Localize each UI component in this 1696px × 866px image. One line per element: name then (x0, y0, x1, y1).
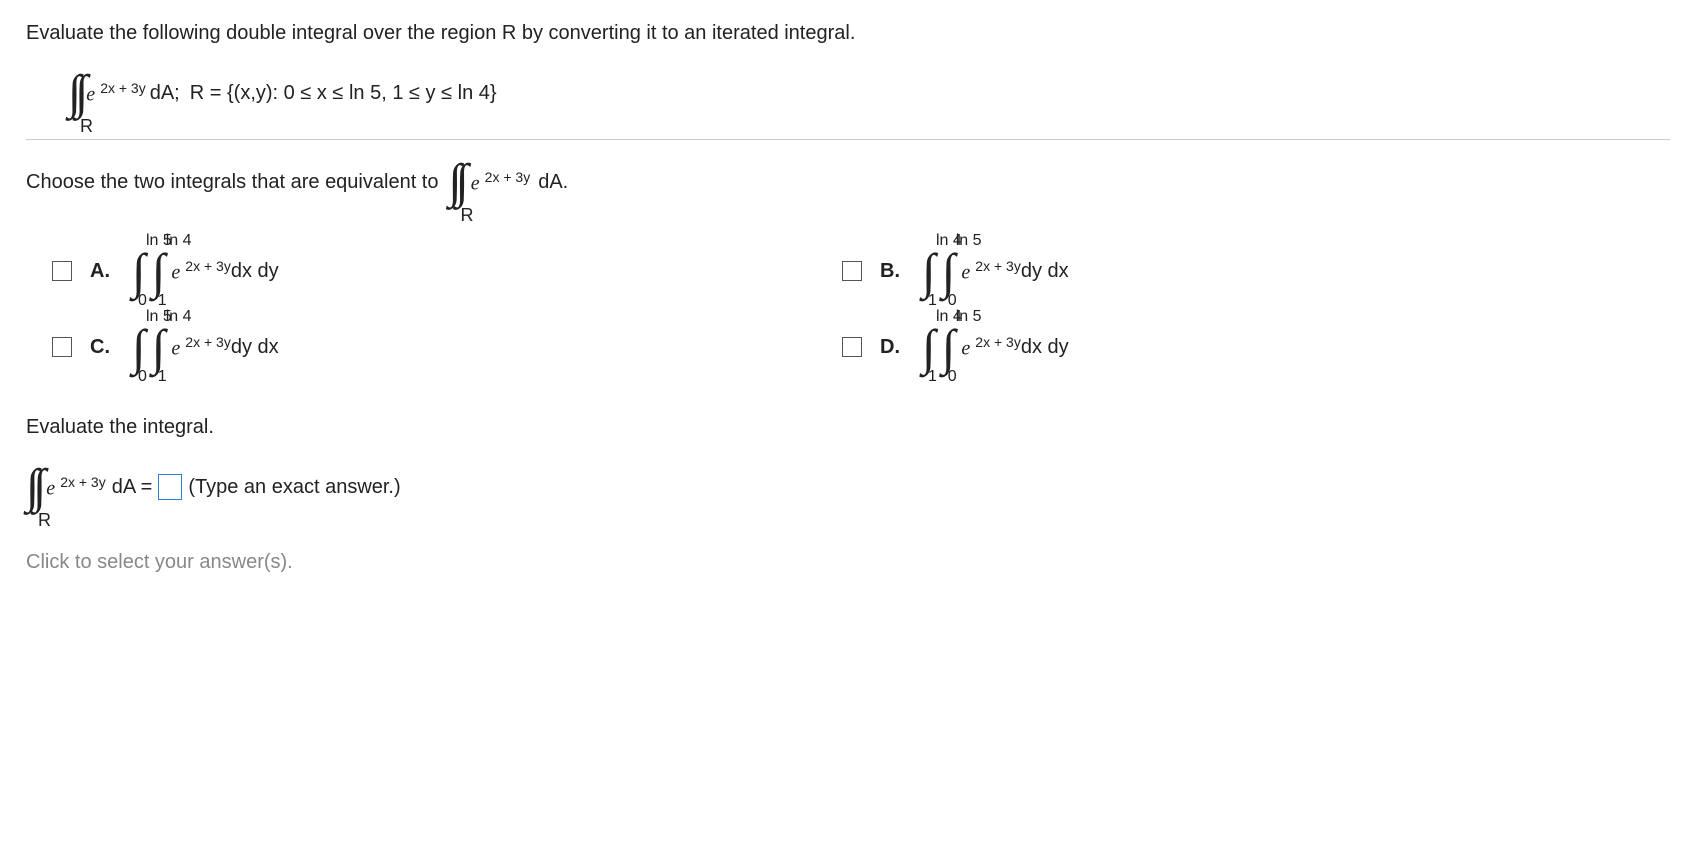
choice-label: B. (880, 260, 904, 283)
choice-c[interactable]: C. ∫ ln 5 0 ∫ ln 4 1 e 2x + 3y dy dx (52, 322, 782, 372)
checkbox-icon[interactable] (52, 261, 72, 281)
choice-label: D. (880, 336, 904, 359)
choice-integral: ∫ ln 4 1 ∫ ln 5 0 e 2x + 3y dx dy (922, 322, 1069, 372)
choice-integral: ∫ ln 5 0 ∫ ln 4 1 e 2x + 3y dx dy (132, 246, 279, 296)
choice-label: C. (90, 336, 114, 359)
evaluate-label: Evaluate the integral. (26, 416, 1670, 439)
answer-row: ∫∫ R e 2x + 3y dA = (Type an exact answe… (26, 463, 1670, 511)
choice-integral: ∫ ln 5 0 ∫ ln 4 1 e 2x + 3y dy dx (132, 322, 279, 372)
choice-label: A. (90, 260, 114, 283)
choice-integral: ∫ ln 4 1 ∫ ln 5 0 e 2x + 3y dy dx (922, 246, 1069, 296)
divider (26, 139, 1670, 140)
question-prompt: Evaluate the following double integral o… (26, 22, 1670, 45)
choice-a[interactable]: A. ∫ ln 5 0 ∫ ln 4 1 e 2x + 3y dx dy (52, 246, 782, 296)
answer-hint: (Type an exact answer.) (188, 476, 400, 499)
footer-instruction: Click to select your answer(s). (26, 551, 1670, 574)
choice-d[interactable]: D. ∫ ln 4 1 ∫ ln 5 0 e 2x + 3y dx dy (842, 322, 1572, 372)
equivalent-integrals-prompt: Choose the two integrals that are equiva… (26, 158, 1670, 206)
checkbox-icon[interactable] (52, 337, 72, 357)
answer-choices: A. ∫ ln 5 0 ∫ ln 4 1 e 2x + 3y dx dy (26, 246, 1572, 372)
choice-b[interactable]: B. ∫ ln 4 1 ∫ ln 5 0 e 2x + 3y dy dx (842, 246, 1572, 296)
main-integral-expression: ∫∫ R e 2x + 3y dA; R = {(x,y): 0 ≤ x ≤ l… (26, 69, 1670, 117)
answer-input[interactable] (158, 474, 182, 500)
checkbox-icon[interactable] (842, 261, 862, 281)
checkbox-icon[interactable] (842, 337, 862, 357)
